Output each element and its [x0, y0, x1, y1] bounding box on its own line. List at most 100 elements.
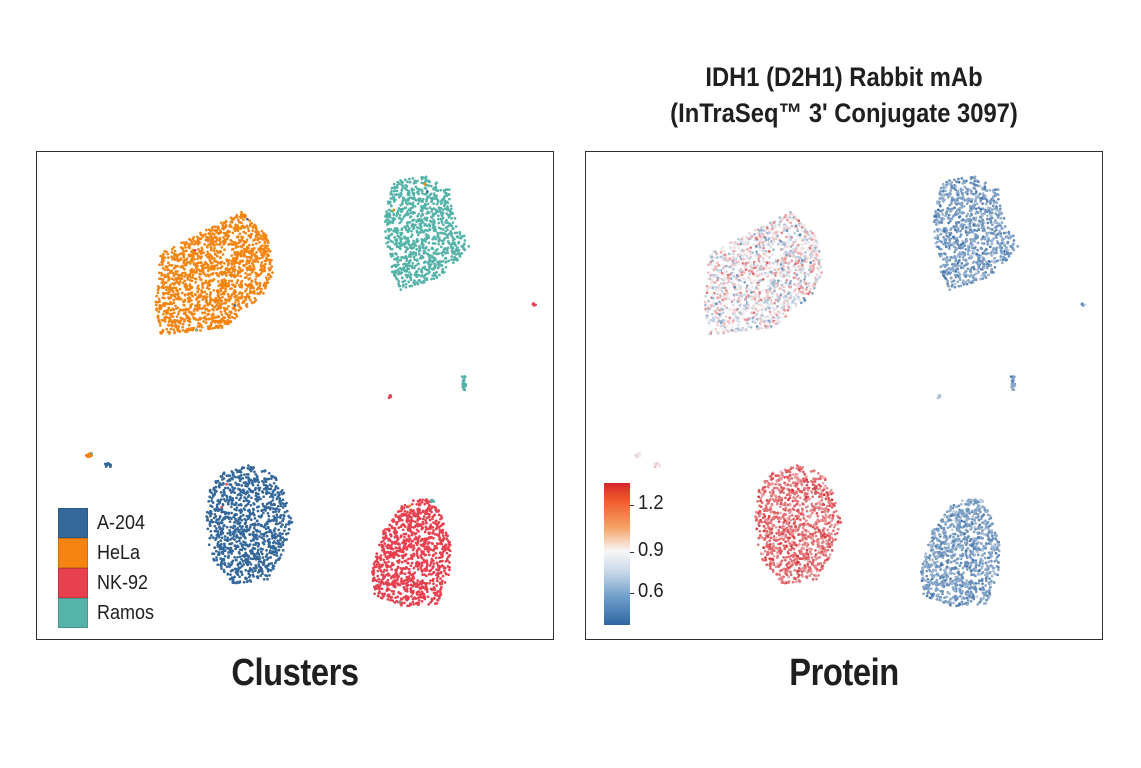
cluster-cell-point	[423, 542, 427, 546]
cluster-cell-point	[413, 197, 416, 201]
cluster-cell-point	[410, 577, 413, 580]
cluster-cell-point	[208, 326, 212, 330]
cluster-cell-point	[447, 573, 450, 577]
cluster-cell-point	[255, 537, 259, 541]
cluster-cell-point	[231, 217, 234, 221]
cluster-cell-point	[395, 574, 398, 578]
cluster-cell-point	[271, 564, 275, 568]
cluster-cell-point	[415, 281, 418, 284]
cluster-cell-point	[433, 273, 437, 277]
cluster-cell-point	[256, 478, 260, 482]
cluster-cell-point	[380, 548, 384, 552]
cluster-cell-point	[428, 259, 431, 262]
cluster-cell-point	[388, 553, 392, 557]
cluster-cell-point	[171, 324, 174, 328]
cluster-cell-point	[416, 568, 420, 571]
cluster-cell-point	[223, 283, 227, 287]
cluster-cell-point	[233, 262, 236, 265]
cluster-cell-point	[417, 523, 421, 527]
cluster-cell-point	[419, 587, 422, 591]
cluster-cell-point	[423, 217, 427, 221]
cluster-cell-point	[435, 542, 439, 545]
cluster-cell-point	[222, 225, 226, 229]
cluster-cell-point	[175, 292, 179, 296]
cluster-cell-point	[166, 291, 169, 295]
cluster-cell-point	[416, 596, 420, 600]
cluster-cell-point	[281, 532, 284, 536]
cluster-cell-point	[257, 480, 261, 484]
cluster-cell-point	[272, 517, 276, 521]
cluster-cell-point	[271, 536, 274, 540]
cluster-cell-point	[254, 257, 258, 261]
cluster-cell-point	[271, 510, 275, 514]
cluster-cell-point	[428, 206, 432, 210]
cluster-cell-point	[207, 274, 211, 278]
cluster-cell-point	[405, 188, 408, 192]
cluster-cell-point	[157, 318, 161, 322]
cluster-cell-point	[431, 236, 435, 240]
cluster-cell-point	[221, 472, 225, 476]
cluster-cell-point	[276, 486, 280, 490]
cluster-cell-point	[164, 316, 168, 319]
cluster-cell-point	[188, 272, 192, 276]
cluster-cell-point	[184, 286, 188, 289]
cluster-cell-point	[430, 597, 434, 601]
cluster-cell-point	[389, 239, 393, 243]
cluster-cell-point	[454, 253, 458, 256]
cluster-cell-point	[193, 248, 197, 252]
cluster-cell-point	[264, 480, 268, 484]
cluster-cell-point	[163, 268, 167, 272]
cluster-cell-point	[442, 536, 446, 540]
cluster-cell-point	[225, 494, 228, 498]
cluster-cell-point	[215, 507, 219, 511]
cluster-cell-point	[245, 256, 249, 259]
cluster-cell-point	[212, 278, 216, 281]
cluster-cell-point	[220, 527, 223, 531]
cluster-cell-point	[233, 555, 236, 559]
cluster-cell-point	[380, 540, 383, 544]
cluster-cell-point	[244, 541, 247, 545]
cluster-cell-point	[225, 298, 229, 302]
cluster-cell-point	[183, 279, 187, 283]
cluster-cell-point	[279, 504, 283, 508]
cluster-cell-point	[160, 263, 164, 267]
cluster-cell-point	[463, 242, 466, 246]
cluster-cell-point	[417, 598, 421, 602]
cluster-cell-point	[236, 278, 240, 282]
cluster-cell-point	[222, 272, 226, 275]
cluster-cell-point	[428, 224, 431, 228]
cluster-cell-point	[242, 218, 245, 222]
cluster-cell-point	[440, 213, 444, 217]
protein-cell-point	[730, 317, 734, 321]
cluster-cell-point	[262, 495, 266, 499]
cluster-cell-point	[234, 475, 238, 479]
cluster-cell-point	[387, 202, 390, 205]
cluster-cell-point	[252, 526, 256, 530]
cluster-cell-point	[421, 585, 425, 588]
cluster-cell-point	[249, 299, 252, 302]
cluster-cell-point	[244, 231, 248, 235]
cluster-cell-point	[231, 302, 235, 306]
cluster-cell-point	[279, 525, 283, 528]
cluster-cell-point	[436, 266, 440, 270]
cluster-cell-point	[413, 283, 417, 286]
cluster-cell-point	[392, 182, 396, 186]
cluster-cell-point	[206, 325, 210, 328]
cluster-cell-point	[240, 467, 244, 471]
cluster-cell-point	[215, 315, 219, 319]
cluster-cell-point	[419, 269, 423, 273]
cluster-cell-point	[208, 259, 212, 263]
cluster-cell-point	[457, 248, 461, 252]
cluster-cell-point	[281, 518, 285, 522]
cluster-cell-point	[225, 271, 228, 275]
cluster-cell-point	[242, 499, 246, 503]
cluster-cell-point	[388, 200, 392, 204]
cluster-cell-point	[241, 224, 245, 228]
cluster-cell-point	[264, 238, 267, 241]
cluster-cell-point	[262, 537, 266, 541]
cluster-cell-point	[170, 277, 174, 281]
cluster-cell-point	[208, 520, 212, 524]
cluster-cell-point	[262, 578, 266, 581]
cluster-cell-point	[245, 525, 249, 529]
cluster-cell-point	[212, 305, 216, 309]
